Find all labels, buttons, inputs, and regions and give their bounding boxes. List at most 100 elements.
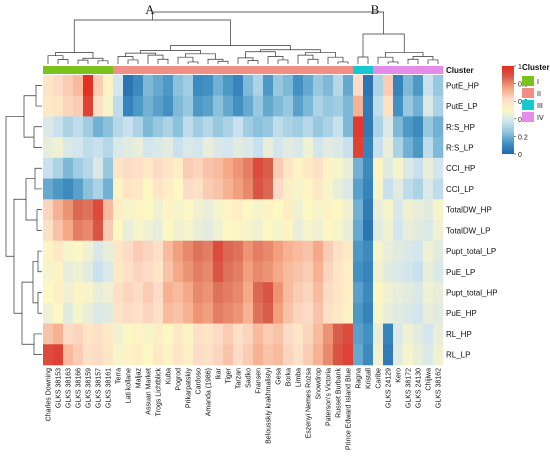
heatmap-cell — [243, 220, 254, 242]
dendrogram-branch — [57, 59, 69, 64]
heatmap-cell — [253, 261, 264, 283]
heatmap-cell — [103, 137, 114, 159]
heatmap-cell — [393, 282, 404, 304]
cluster-cell — [263, 66, 274, 74]
heatmap-cell — [373, 344, 384, 366]
heatmap-cell — [163, 137, 174, 159]
heatmap-cell — [343, 261, 354, 283]
heatmap-cell — [433, 75, 444, 97]
heatmap-cell — [373, 137, 384, 159]
heatmap-cell — [213, 75, 224, 97]
heatmap-cell — [383, 282, 394, 304]
heatmap-cell — [263, 178, 274, 200]
heatmap-cell — [403, 95, 414, 117]
heatmap-cell — [283, 137, 294, 159]
dendrogram-branch — [217, 60, 229, 64]
legend-label: II — [537, 91, 541, 98]
heatmap-cell — [43, 240, 54, 262]
heatmap-cell — [343, 323, 354, 345]
heatmap-cell — [273, 220, 284, 242]
heatmap-cell — [383, 95, 394, 117]
heatmap-cell — [423, 323, 434, 345]
heatmap-cell — [53, 95, 64, 117]
heatmap-cell — [363, 75, 374, 97]
heatmap-cell — [173, 199, 184, 221]
heatmap-cell — [283, 116, 294, 138]
cluster-cell — [323, 66, 334, 74]
heatmap-cell — [73, 323, 84, 345]
heatmap-cell — [293, 75, 304, 97]
heatmap-cell — [253, 178, 264, 200]
heatmap-cell — [383, 75, 394, 97]
heatmap-cell — [293, 137, 304, 159]
heatmap-cell — [83, 75, 94, 97]
cluster-cell — [93, 66, 104, 74]
heatmap-cell — [133, 178, 144, 200]
heatmap-cell — [143, 323, 154, 345]
heatmap-cell — [343, 116, 354, 138]
heatmap-cell — [93, 137, 104, 159]
heatmap-cell — [303, 220, 314, 242]
heatmap-cell — [393, 75, 404, 97]
heatmap-cell — [403, 323, 414, 345]
heatmap-cell — [143, 282, 154, 304]
heatmap-cell — [313, 344, 324, 366]
row-labels: PutE_HP PutE_LP R:S_HP R:S_LP CCI_HP CCI_LP To… — [446, 81, 498, 359]
dendrogram-branch — [260, 49, 321, 53]
heatmap-cell — [363, 137, 374, 159]
heatmap-cell — [83, 116, 94, 138]
heatmap-cell — [433, 261, 444, 283]
dendrogram-branch — [245, 51, 276, 58]
heatmap-cell — [323, 302, 334, 324]
heatmap-cell — [183, 178, 194, 200]
heatmap-cell — [413, 95, 424, 117]
heatmap-cell — [213, 157, 224, 179]
heatmap-cell — [423, 344, 434, 366]
heatmap-cell — [433, 282, 444, 304]
dendrogram-branch — [73, 19, 231, 53]
heatmap-cell — [153, 199, 164, 221]
heatmap-cell — [363, 240, 374, 262]
heatmap-cell — [103, 240, 114, 262]
heatmap-cell — [43, 95, 54, 117]
cluster-cell — [143, 66, 154, 74]
heatmap-cell — [393, 261, 404, 283]
heatmap-cell — [423, 261, 434, 283]
column-label: Lati kollane — [126, 368, 133, 404]
row-label: R:S_HP — [446, 123, 475, 132]
row-label: PutE_LP — [446, 102, 478, 111]
dendrogram-branch — [33, 126, 42, 148]
heatmap-cell — [423, 75, 434, 97]
heatmap-cell — [293, 220, 304, 242]
heatmap-cell — [423, 95, 434, 117]
heatmap-cell — [383, 199, 394, 221]
heatmap-cell — [253, 157, 264, 179]
heatmap-cell — [73, 302, 84, 324]
heatmap-cell — [353, 157, 364, 179]
dendrogram-branch — [362, 33, 405, 57]
heatmap-cell — [183, 240, 194, 262]
heatmap-cell — [183, 220, 194, 242]
legend-swatch — [522, 100, 534, 110]
cluster-cell — [413, 66, 424, 74]
heatmap-cell — [403, 157, 414, 179]
heatmap-cell — [323, 261, 334, 283]
heatmap-cell — [233, 199, 244, 221]
heatmap-cell — [253, 323, 264, 345]
heatmap-cell — [203, 282, 214, 304]
heatmap-cell — [93, 302, 104, 324]
row-label: TotalDW_LP — [446, 226, 490, 235]
heatmap-cell — [283, 178, 294, 200]
heatmap-cell — [153, 95, 164, 117]
heatmap-cell — [113, 261, 124, 283]
heatmap-cell — [223, 137, 234, 159]
heatmap-cell — [243, 178, 254, 200]
heatmap-cell — [433, 116, 444, 138]
heatmap-cell — [193, 137, 204, 159]
cluster-cell — [273, 66, 284, 74]
heatmap-cell — [263, 95, 274, 117]
heatmap-cell — [143, 137, 154, 159]
heatmap-cell — [193, 75, 204, 97]
heatmap-cell — [63, 137, 74, 159]
heatmap-cell — [63, 261, 74, 283]
